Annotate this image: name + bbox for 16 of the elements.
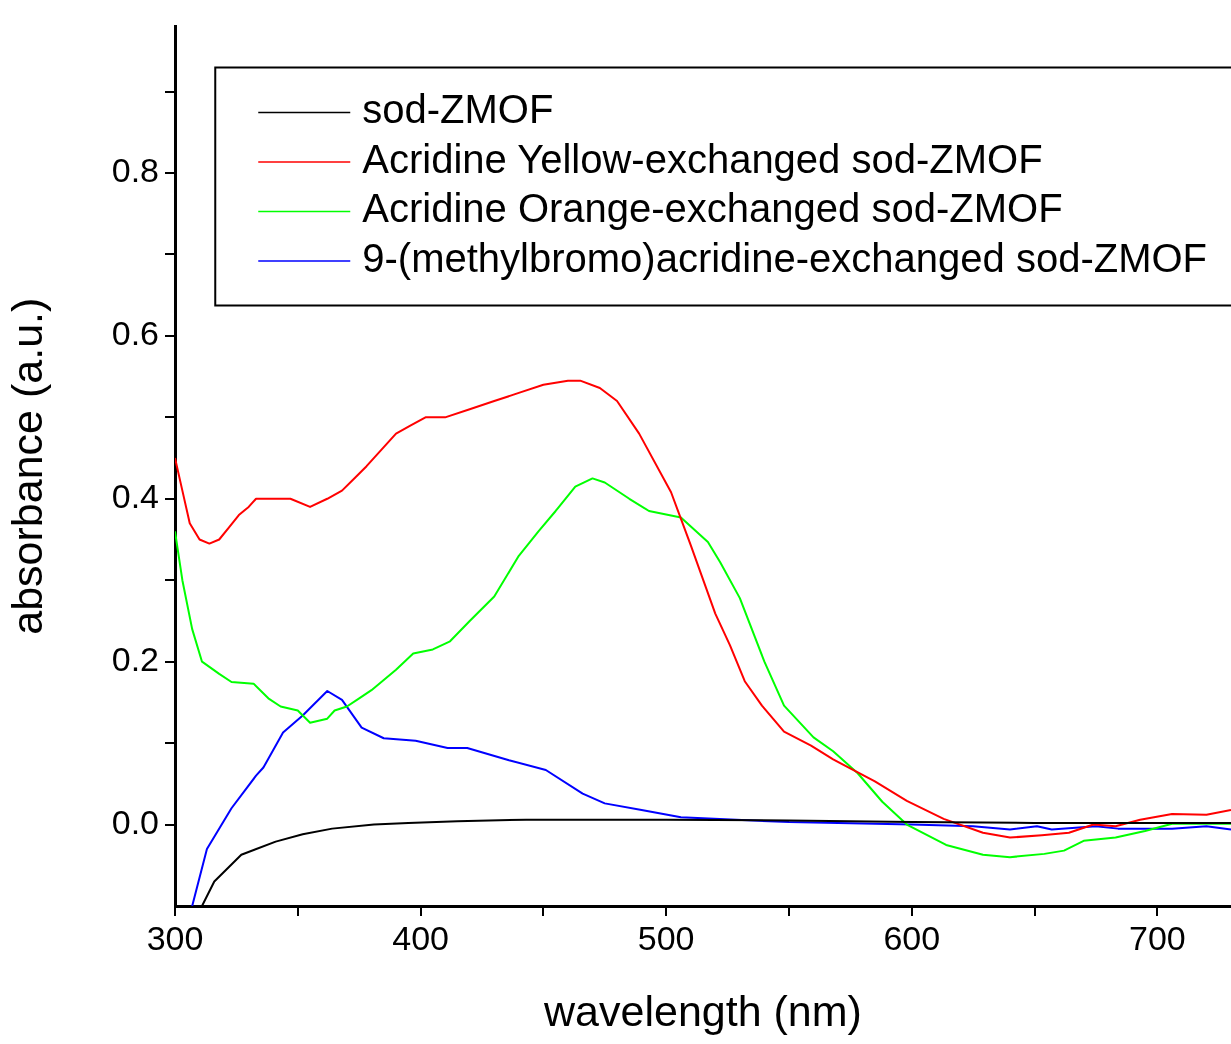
legend-label: sod-ZMOF (362, 87, 554, 132)
x-tick-label: 700 (1128, 918, 1186, 957)
y-tick-label: 0.0 (111, 802, 159, 841)
legend-label: Acridine Yellow-exchanged sod-ZMOF (362, 136, 1043, 181)
legend-label: Acridine Orange-exchanged sod-ZMOF (362, 186, 1063, 231)
x-tick-label: 600 (883, 918, 941, 957)
y-axis-title: absorbance (a.u.) (2, 297, 51, 635)
legend-label: 9-(methylbromo)acridine-exchanged sod-ZMOF (362, 235, 1207, 280)
y-tick-label: 0.8 (111, 151, 159, 190)
x-tick-label: 500 (637, 918, 695, 957)
x-tick-label: 400 (392, 918, 449, 957)
y-tick-label: 0.2 (111, 640, 159, 679)
y-tick-label: 0.4 (111, 477, 159, 516)
x-tick-label: 300 (146, 918, 204, 957)
x-axis-title: wavelength (nm) (543, 987, 862, 1036)
y-tick-label: 0.6 (111, 314, 159, 353)
